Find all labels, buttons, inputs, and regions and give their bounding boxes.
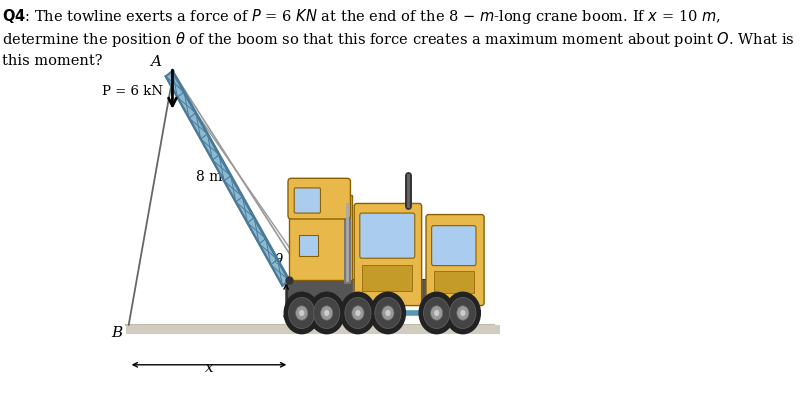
Bar	[434, 271, 474, 293]
Text: 8 m: 8 m	[196, 170, 222, 184]
Circle shape	[457, 306, 469, 320]
Text: x: x	[205, 361, 214, 375]
Text: θ: θ	[274, 253, 282, 267]
Circle shape	[299, 310, 304, 316]
Circle shape	[434, 310, 439, 316]
Text: A: A	[150, 55, 162, 69]
Circle shape	[450, 298, 476, 328]
Bar	[286, 279, 483, 303]
FancyBboxPatch shape	[432, 226, 476, 265]
Text: 1 m: 1 m	[294, 296, 320, 310]
Text: B: B	[111, 326, 122, 340]
Text: $\bf{Q4}$: The towline exerts a force of $P$ = 6 $KN$ at the end of the 8 $-$ $m: $\bf{Q4}$: The towline exerts a force of…	[2, 6, 721, 26]
Circle shape	[352, 306, 364, 320]
FancyBboxPatch shape	[426, 215, 484, 306]
FancyBboxPatch shape	[360, 213, 414, 258]
Circle shape	[310, 292, 344, 334]
Circle shape	[386, 310, 390, 316]
FancyBboxPatch shape	[354, 203, 422, 306]
Circle shape	[314, 298, 340, 328]
Circle shape	[345, 298, 371, 328]
Text: P = 6 kN: P = 6 kN	[102, 85, 163, 98]
Circle shape	[375, 298, 401, 328]
Text: this moment?: this moment?	[2, 54, 102, 68]
Circle shape	[296, 306, 308, 320]
Circle shape	[370, 292, 406, 334]
Circle shape	[430, 306, 442, 320]
Circle shape	[419, 292, 454, 334]
Circle shape	[341, 292, 375, 334]
Circle shape	[324, 310, 330, 316]
Circle shape	[460, 310, 466, 316]
Bar	[290, 195, 352, 280]
Circle shape	[423, 298, 450, 328]
Circle shape	[289, 298, 315, 328]
Circle shape	[284, 292, 319, 334]
FancyBboxPatch shape	[288, 178, 350, 219]
Circle shape	[355, 310, 361, 316]
Text: determine the position $\theta$ of the boom so that this force creates a maximum: determine the position $\theta$ of the b…	[2, 30, 794, 49]
FancyBboxPatch shape	[294, 188, 321, 213]
Bar	[352, 279, 422, 293]
Bar	[362, 265, 412, 291]
Bar	[126, 325, 500, 334]
Circle shape	[321, 306, 333, 320]
Bar	[299, 235, 318, 256]
Circle shape	[382, 306, 394, 320]
Polygon shape	[166, 71, 290, 286]
Text: O: O	[304, 217, 316, 231]
Circle shape	[446, 292, 480, 334]
